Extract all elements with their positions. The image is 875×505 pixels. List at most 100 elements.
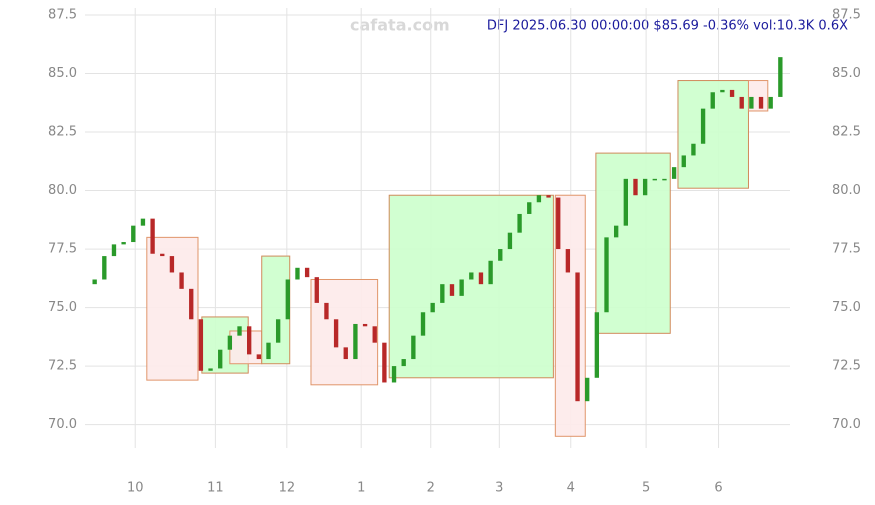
candle-body: [189, 288, 194, 320]
x-tick-label: 6: [714, 481, 722, 496]
candle-body: [488, 260, 493, 285]
candle-body: [372, 326, 377, 343]
x-tick-label: 4: [567, 481, 575, 496]
candle-body: [498, 249, 503, 261]
chart-title: DFJ 2025.06.30 00:00:00 $85.69 -0.36% vo…: [487, 19, 848, 34]
candle-body: [266, 342, 271, 360]
candle-body: [102, 256, 107, 280]
candle-body: [237, 326, 242, 336]
y-tick-label: 75.0: [832, 300, 861, 315]
candle-body: [314, 277, 319, 303]
candle-body: [131, 225, 136, 243]
candle-body: [681, 155, 686, 168]
x-tick-label: 12: [279, 481, 296, 496]
candle-body: [121, 242, 126, 245]
watermark: cafata.com: [350, 16, 450, 35]
y-tick-label: 77.5: [48, 242, 77, 257]
y-tick-label: 87.5: [832, 8, 861, 23]
candle-body: [594, 312, 600, 378]
y-tick-label: 70.0: [832, 417, 861, 432]
candle-body: [440, 284, 445, 303]
candle-body: [295, 267, 300, 280]
range-box: [677, 80, 749, 189]
candle-body: [536, 195, 542, 203]
range-box: [310, 278, 379, 386]
candle-body: [729, 89, 735, 97]
candle-body: [459, 279, 464, 296]
candle-body: [247, 326, 252, 355]
candle-body: [517, 213, 522, 233]
candle-body: [324, 302, 329, 320]
candle-body: [507, 232, 513, 250]
candle-body: [652, 178, 657, 181]
candle-body: [749, 96, 754, 109]
candle-body: [633, 178, 638, 196]
candle-body: [556, 197, 561, 250]
range-box: [261, 255, 291, 365]
candle-body: [478, 272, 484, 285]
candle-body: [613, 225, 619, 238]
candle-body: [691, 143, 696, 156]
candle-body: [420, 312, 426, 336]
x-tick-label: 11: [207, 481, 224, 496]
candle-body: [343, 347, 348, 360]
candle-body: [160, 253, 165, 257]
candle-body: [333, 319, 339, 348]
candle-body: [623, 178, 628, 226]
candle-body: [391, 366, 397, 383]
candle-body: [111, 244, 117, 257]
candle-body: [449, 284, 455, 296]
candle-body: [700, 108, 706, 144]
candle-body: [198, 319, 204, 371]
candle-body: [140, 218, 146, 226]
candle-body: [362, 323, 368, 327]
candle-body: [382, 342, 387, 383]
y-tick-label: 85.0: [832, 66, 861, 81]
candle-body: [469, 272, 474, 280]
candle-body: [739, 96, 744, 109]
candle-body: [710, 92, 715, 109]
x-tick-label: 1: [357, 481, 365, 496]
y-tick-label: 82.5: [48, 125, 77, 140]
candle-body: [768, 96, 773, 109]
y-tick-label: 80.0: [48, 183, 77, 198]
candle-body: [575, 272, 580, 402]
candle-body: [304, 267, 310, 278]
candle-body: [585, 377, 590, 402]
y-tick-label: 72.5: [832, 359, 861, 374]
x-tick-label: 5: [642, 481, 650, 496]
candle-body: [208, 368, 213, 371]
candle-body: [285, 279, 290, 320]
y-tick-label: 77.5: [832, 242, 861, 257]
candle-body: [778, 57, 783, 97]
candle-body: [401, 359, 406, 367]
candle-body: [256, 354, 262, 360]
candle-body: [671, 167, 677, 179]
candle-body: [275, 319, 281, 343]
range-box: [388, 194, 554, 379]
x-tick-label: 10: [127, 481, 144, 496]
candle-body: [169, 256, 175, 273]
candle-body: [642, 178, 648, 196]
x-tick-label: 2: [427, 481, 435, 496]
candle-body: [179, 272, 184, 289]
candle-body: [604, 237, 609, 313]
y-tick-label: 75.0: [48, 300, 77, 315]
candle-body: [150, 218, 155, 254]
y-tick-label: 72.5: [48, 359, 77, 374]
y-tick-label: 85.0: [48, 66, 77, 81]
candle-body: [218, 349, 223, 369]
candle-body: [527, 202, 532, 214]
candle-body: [565, 249, 571, 273]
candle-body: [92, 279, 97, 285]
candle-body: [546, 195, 551, 198]
candle-body: [353, 323, 358, 360]
candle-body: [227, 335, 233, 350]
y-tick-label: 82.5: [832, 125, 861, 140]
x-tick-label: 3: [495, 481, 503, 496]
candle-body: [430, 302, 435, 313]
candle-body: [662, 178, 667, 181]
candle-body: [411, 335, 416, 360]
candle-body: [720, 89, 725, 93]
